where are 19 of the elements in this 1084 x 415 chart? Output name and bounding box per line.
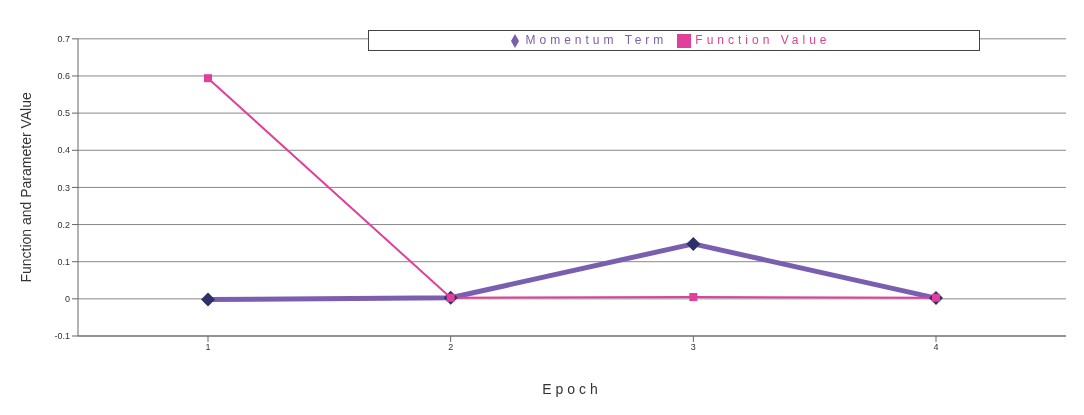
y-tick-label: 0 xyxy=(64,294,70,305)
x-tick-label: 3 xyxy=(690,342,696,353)
y-tick-label: 0.3 xyxy=(57,182,70,193)
y-tick-label: 0.2 xyxy=(57,219,70,230)
x-tick-label: 4 xyxy=(933,342,939,353)
y-axis-title: Function and Parameter VAlue xyxy=(17,92,34,283)
y-tick-label: 0.5 xyxy=(57,108,70,119)
y-tick-label: 0.1 xyxy=(57,256,70,267)
point xyxy=(204,74,212,83)
y-tick-label: 0.7 xyxy=(57,34,70,45)
x-tick-label: 2 xyxy=(448,342,454,353)
x-tick-label: 1 xyxy=(205,342,211,353)
legend-label: Momentum Term xyxy=(525,33,668,47)
y-tick-label: -0.1 xyxy=(54,331,70,342)
x-axis-title: Epoch xyxy=(542,381,602,397)
legend-label: Function Value xyxy=(695,33,831,47)
y-tick-label: 0.6 xyxy=(57,71,70,82)
y-tick-label: 0.4 xyxy=(57,145,70,156)
point xyxy=(689,293,698,301)
